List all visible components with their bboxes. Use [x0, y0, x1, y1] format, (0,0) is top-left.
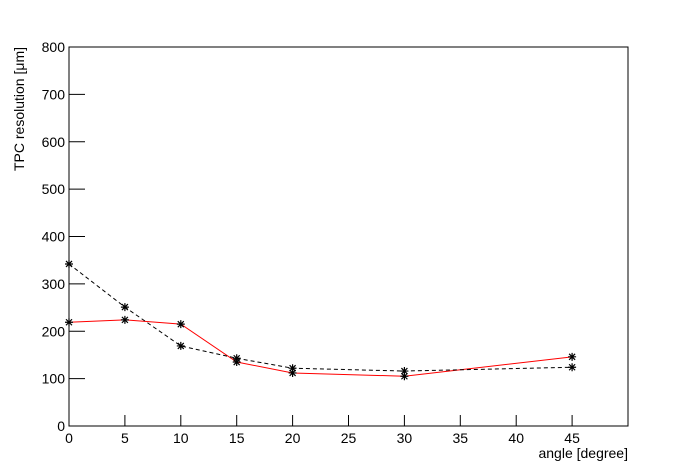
y-tick-label: 400 — [42, 229, 66, 245]
x-tick-label: 5 — [121, 430, 129, 446]
y-tick-label: 700 — [42, 86, 66, 102]
point-marker — [288, 368, 297, 377]
point-marker — [288, 364, 297, 373]
point-marker — [65, 259, 73, 268]
point-marker — [176, 341, 185, 350]
point-marker — [120, 315, 129, 324]
x-tick-label: 45 — [564, 430, 580, 446]
y-tick-label: 100 — [42, 371, 66, 387]
point-marker — [120, 303, 129, 312]
point-marker — [568, 352, 577, 361]
y-tick-label: 800 — [42, 39, 66, 55]
x-tick-label: 30 — [397, 430, 413, 446]
y-tick-label: 600 — [42, 134, 66, 150]
x-tick-label: 0 — [65, 430, 73, 446]
point-marker — [232, 354, 241, 363]
point-marker — [65, 318, 73, 327]
y-axis-label: TPC resolution [μm] — [11, 47, 27, 171]
y-tick-label: 200 — [42, 323, 66, 339]
x-tick-label: 10 — [173, 430, 189, 446]
x-axis-label: angle [degree] — [538, 445, 628, 461]
y-tick-label: 500 — [42, 181, 66, 197]
y-tick-label: 0 — [57, 418, 65, 434]
x-tick-label: 20 — [285, 430, 301, 446]
point-marker — [568, 363, 577, 372]
x-tick-label: 35 — [453, 430, 469, 446]
x-tick-label: 25 — [341, 430, 357, 446]
point-marker — [176, 320, 185, 329]
x-tick-label: 40 — [508, 430, 524, 446]
y-tick-label: 300 — [42, 276, 66, 292]
point-marker — [400, 367, 409, 376]
x-tick-label: 15 — [229, 430, 245, 446]
point-marker — [400, 372, 409, 381]
